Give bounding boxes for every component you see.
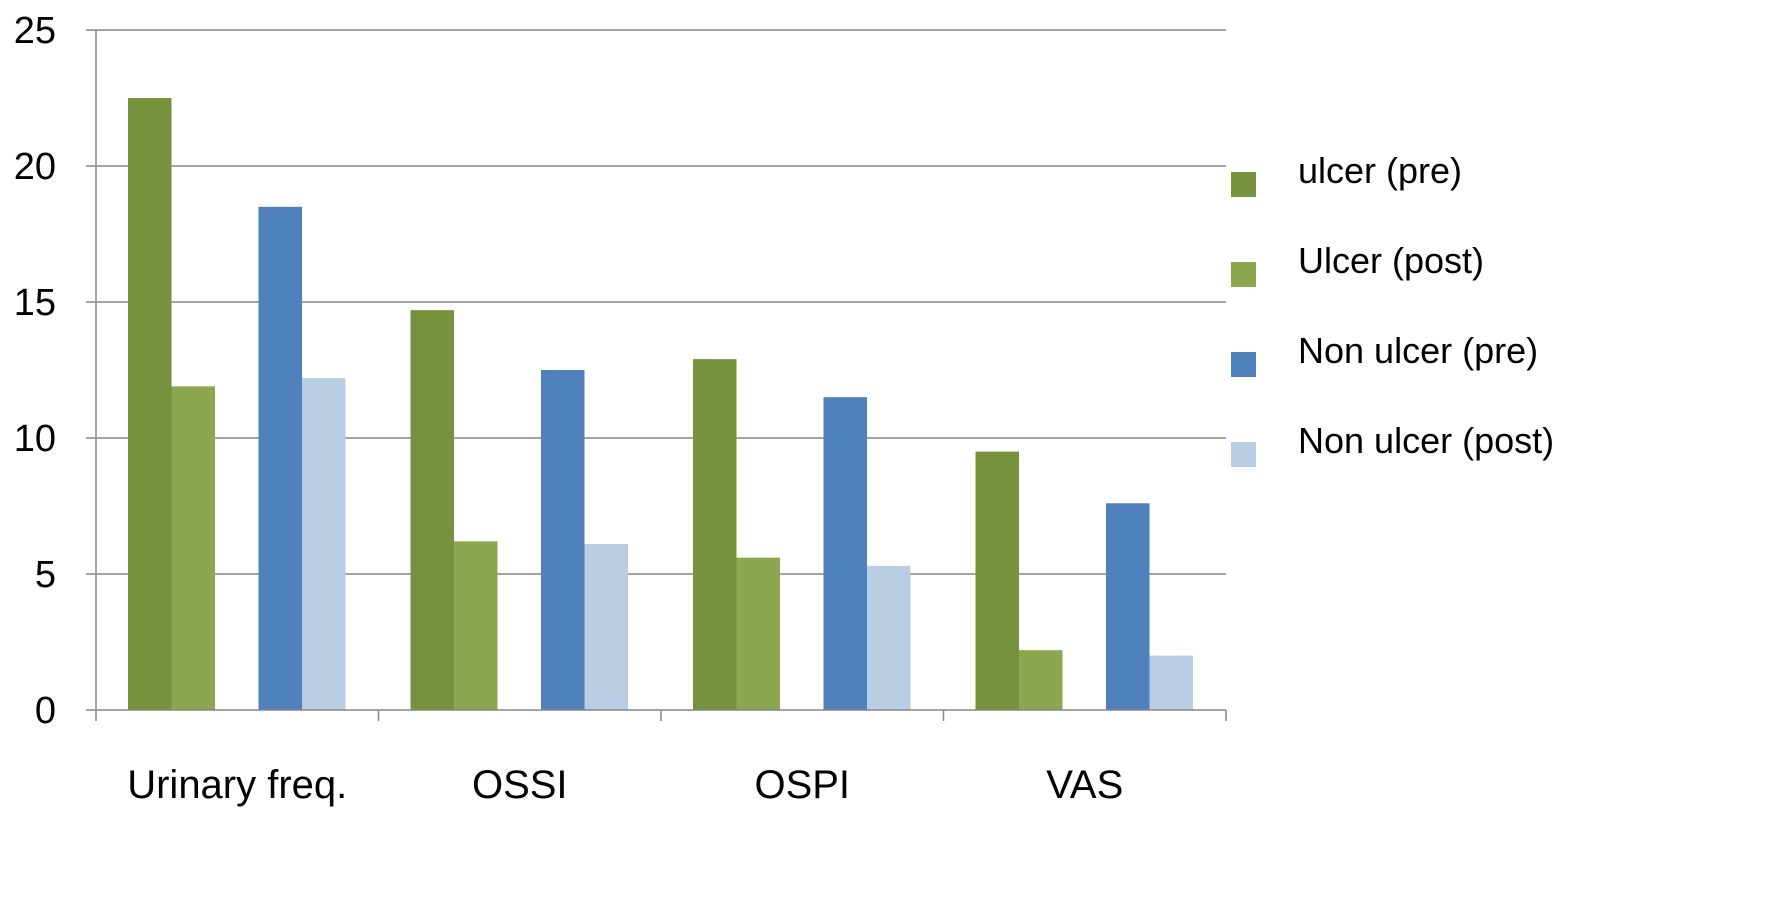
y-tick-label: 5 [35, 554, 56, 596]
legend: ulcer (pre) Ulcer (post) Non ulcer (pre) No… [1231, 150, 1554, 467]
x-category-label: VAS [1046, 763, 1123, 807]
legend-label: ulcer (pre) [1298, 150, 1462, 191]
bar-ulcer-post [454, 541, 498, 710]
bars [128, 98, 1193, 711]
legend-swatch [1231, 172, 1256, 197]
bar-non-ulcer-post [584, 544, 628, 710]
bar-ulcer-pre [410, 310, 454, 710]
bar-ulcer-post [736, 557, 780, 710]
axes [95, 30, 1227, 721]
x-category-label: OSSI [472, 763, 568, 807]
legend-label: Non ulcer (pre) [1298, 330, 1538, 371]
legend-swatch [1231, 442, 1256, 467]
legend-swatch [1231, 352, 1256, 377]
legend-swatch [1231, 262, 1256, 287]
bar-non-ulcer-pre [1106, 503, 1150, 710]
bar-non-ulcer-pre [258, 206, 302, 711]
bar-non-ulcer-post [1149, 655, 1193, 710]
y-tick-label: 0 [35, 690, 56, 732]
y-tick-label: 10 [14, 418, 56, 460]
x-category-label: OSPI [754, 763, 850, 807]
y-axis-tick-labels: 0 5 10 15 20 25 [14, 10, 56, 732]
x-axis-category-labels: Urinary freq. OSSI OSPI VAS [127, 763, 1123, 807]
bar-ulcer-post [1019, 650, 1063, 710]
legend-label: Non ulcer (post) [1298, 420, 1554, 461]
bar-non-ulcer-post [302, 378, 346, 710]
bar-ulcer-pre [128, 98, 172, 710]
legend-label: Ulcer (post) [1298, 240, 1484, 281]
bar-non-ulcer-post [867, 565, 911, 710]
bar-ulcer-pre [975, 451, 1019, 710]
bar-non-ulcer-pre [823, 397, 867, 710]
gridlines [86, 29, 1226, 711]
bar-non-ulcer-pre [541, 370, 585, 710]
x-category-label: Urinary freq. [127, 763, 347, 807]
y-tick-label: 20 [14, 146, 56, 188]
y-tick-label: 15 [14, 282, 56, 324]
bar-ulcer-pre [693, 359, 737, 710]
bar-ulcer-post [171, 386, 215, 710]
y-tick-label: 25 [14, 10, 56, 52]
